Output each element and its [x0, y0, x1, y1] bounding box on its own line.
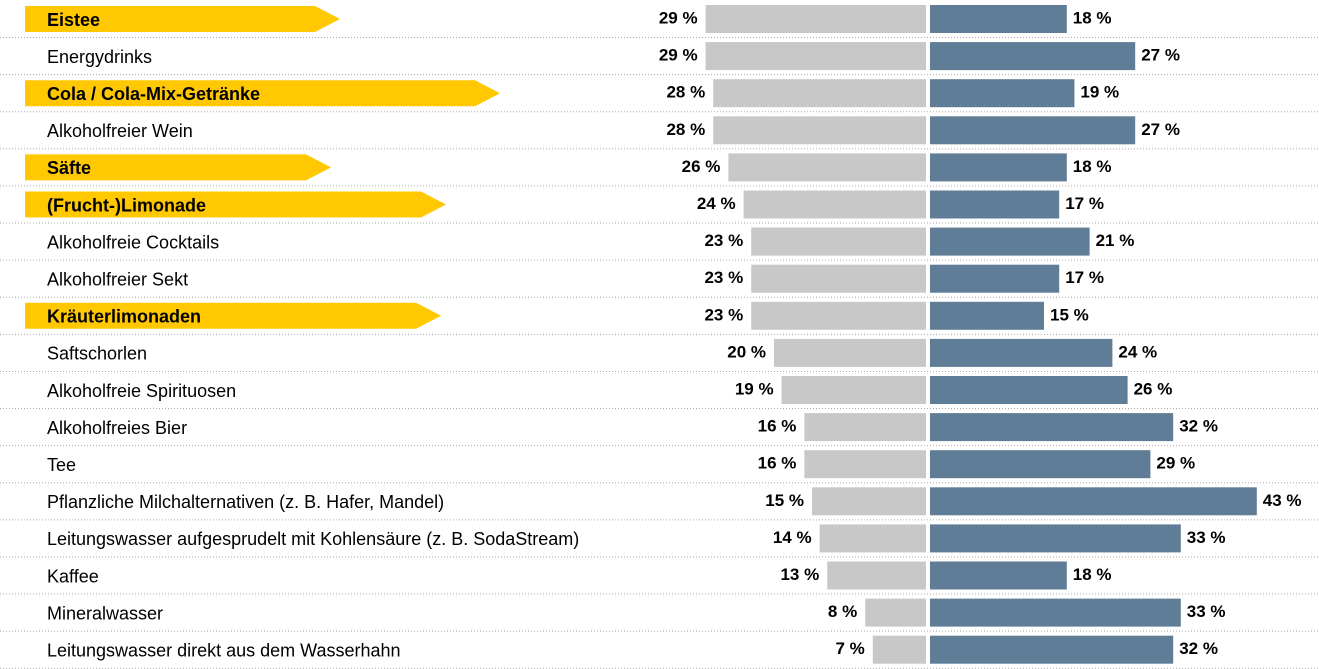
bar [804, 413, 926, 442]
highlight-arrow [25, 80, 501, 107]
bar [930, 5, 1067, 33]
category-label: Saftschorlen [47, 344, 147, 364]
value-label: 27 % [1141, 46, 1180, 65]
value-label: 8 % [828, 602, 857, 621]
value-label: 19 % [1080, 83, 1119, 102]
bar [872, 635, 926, 664]
bar [812, 487, 926, 516]
bar [930, 42, 1136, 71]
value-label: 17 % [1065, 268, 1104, 287]
category-label: Alkoholfreier Wein [47, 121, 193, 141]
category-label: Alkoholfreier Sekt [47, 269, 188, 289]
category-label: Alkoholfreie Cocktails [47, 232, 219, 252]
value-label: 29 % [659, 46, 698, 65]
category-label: Cola / Cola-Mix-Getränke [47, 84, 260, 104]
category-label: Leitungswasser direkt aus dem Wasserhahn [47, 640, 401, 660]
value-label: 23 % [704, 231, 743, 250]
bar [751, 227, 926, 256]
category-label: Eistee [47, 10, 100, 30]
bar [930, 301, 1044, 330]
value-label: 26 % [682, 157, 721, 176]
bar [713, 79, 926, 108]
bar [930, 116, 1136, 145]
value-label: 20 % [727, 342, 766, 361]
highlight-arrow [25, 191, 446, 218]
value-label: 23 % [704, 268, 743, 287]
bar [865, 598, 926, 627]
bar [751, 264, 926, 293]
value-label: 15 % [765, 491, 804, 510]
bar [930, 79, 1075, 108]
value-label: 18 % [1073, 8, 1112, 27]
bar [930, 376, 1128, 404]
bar [713, 116, 926, 145]
category-label: Kaffee [47, 566, 99, 586]
bar [774, 338, 926, 367]
value-label: 33 % [1187, 528, 1226, 547]
value-label: 24 % [1118, 342, 1157, 361]
category-label: Pflanzliche Milchalternativen (z. B. Haf… [47, 492, 444, 512]
value-label: 13 % [780, 565, 819, 584]
value-label: 18 % [1073, 565, 1112, 584]
bar [751, 301, 926, 330]
bar [743, 190, 926, 219]
bar [827, 561, 926, 590]
value-label: 43 % [1263, 491, 1302, 510]
bar [930, 338, 1113, 367]
highlight-arrow [25, 302, 442, 329]
value-label: 24 % [697, 194, 736, 213]
bar [930, 487, 1257, 516]
bar [804, 450, 926, 479]
value-label: 23 % [704, 305, 743, 324]
bar [930, 450, 1151, 479]
value-label: 29 % [659, 8, 698, 27]
highlight-arrow [25, 6, 341, 32]
bar [728, 153, 926, 182]
value-label: 18 % [1073, 157, 1112, 176]
value-label: 28 % [666, 120, 705, 139]
bar [930, 561, 1067, 590]
category-label: Kräuterlimonaden [47, 307, 201, 327]
category-label: Alkoholfreies Bier [47, 418, 187, 438]
bar [930, 635, 1174, 664]
bar [781, 376, 926, 404]
category-label: Säfte [47, 158, 91, 178]
value-label: 26 % [1134, 379, 1173, 398]
value-label: 14 % [773, 528, 812, 547]
category-label: Leitungswasser aufgesprudelt mit Kohlens… [47, 529, 579, 549]
bar [819, 524, 926, 553]
value-label: 16 % [758, 454, 797, 473]
value-label: 29 % [1156, 454, 1195, 473]
bar [930, 190, 1060, 219]
value-label: 7 % [836, 639, 865, 658]
bar [705, 5, 926, 33]
value-label: 27 % [1141, 120, 1180, 139]
category-label: (Frucht-)Limonade [47, 195, 206, 215]
category-label: Energydrinks [47, 47, 152, 67]
value-label: 17 % [1065, 194, 1104, 213]
category-label: Mineralwasser [47, 603, 163, 623]
value-label: 33 % [1187, 602, 1226, 621]
value-label: 15 % [1050, 305, 1089, 324]
bar [930, 524, 1181, 553]
value-label: 32 % [1179, 417, 1218, 436]
bar [930, 598, 1181, 627]
bar [930, 153, 1067, 182]
value-label: 21 % [1096, 231, 1135, 250]
value-label: 19 % [735, 379, 774, 398]
bar [930, 264, 1060, 293]
category-label: Alkoholfreie Spirituosen [47, 381, 236, 401]
bar [930, 227, 1090, 256]
value-label: 32 % [1179, 639, 1218, 658]
bar [705, 42, 926, 71]
value-label: 28 % [666, 83, 705, 102]
category-label: Tee [47, 455, 76, 475]
highlight-arrow [25, 154, 332, 181]
value-label: 16 % [758, 417, 797, 436]
bar [930, 413, 1174, 442]
